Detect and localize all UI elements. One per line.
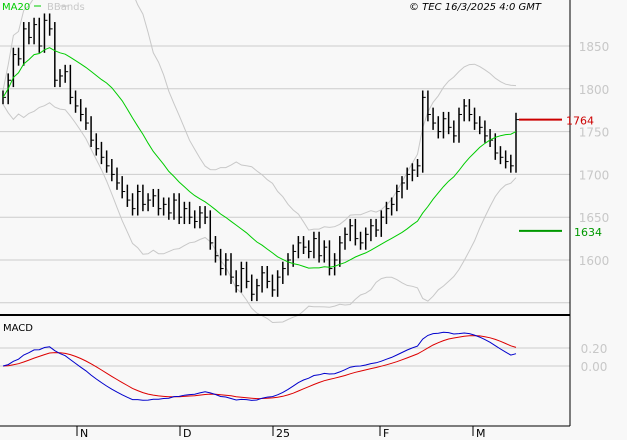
price-tick-label: 1750: [579, 126, 610, 140]
x-tick-label: 25: [276, 427, 290, 440]
macd-title: MACD: [3, 323, 33, 334]
legend-ma20: MA20: [2, 2, 30, 13]
macd-line: [2, 331, 517, 401]
legend-bbands: BBands: [47, 2, 85, 13]
x-tick-label: M: [476, 427, 486, 440]
price-tick-label: 1800: [579, 83, 610, 97]
macd-tick-label: 0.20: [581, 342, 608, 356]
price-tick-label: 1650: [579, 211, 610, 225]
ma20-line: [2, 47, 517, 269]
x-tick-label: N: [80, 427, 88, 440]
macd-signal-line: [2, 335, 517, 400]
x-tick-label: D: [183, 427, 191, 440]
copyright: © TEC 16/3/2025 4:0 GMT: [409, 2, 542, 13]
macd-tick-label: 0.00: [581, 360, 608, 374]
support-level-label: 1634: [574, 226, 602, 239]
x-tick-label: F: [383, 427, 389, 440]
price-tick-label: 1850: [579, 40, 610, 54]
bband-upper: [2, 0, 517, 231]
bband-lower: [2, 102, 517, 324]
resistance-level-label: 1764: [566, 115, 594, 128]
price-tick-label: 1700: [579, 168, 610, 182]
price-tick-label: 1600: [579, 254, 610, 268]
